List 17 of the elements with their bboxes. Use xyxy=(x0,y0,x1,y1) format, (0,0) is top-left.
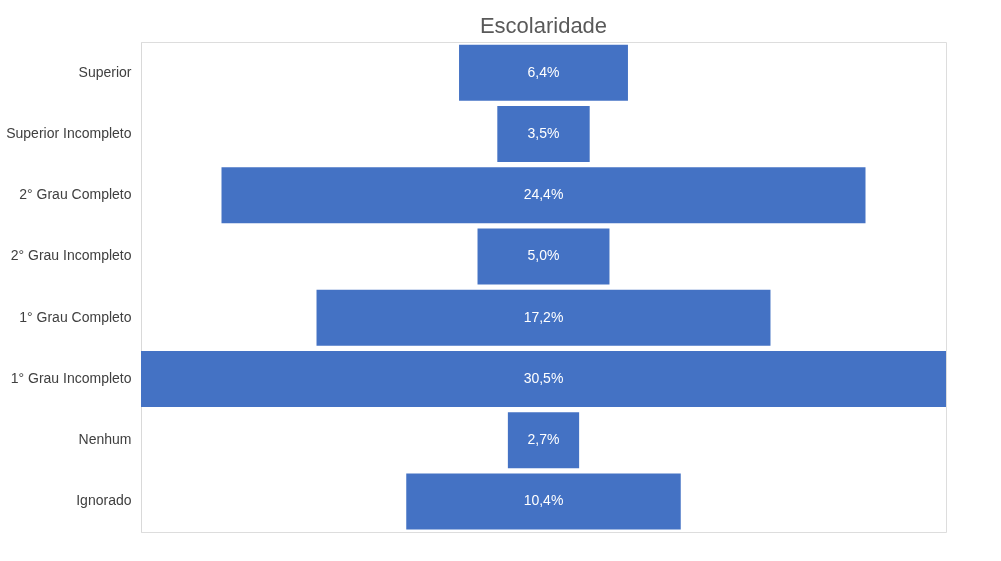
category-label: Superior xyxy=(78,63,132,80)
data-label: 2,7% xyxy=(527,431,560,448)
category-label: Ignorado xyxy=(76,492,132,509)
category-label: Nenhum xyxy=(78,431,132,448)
category-label: 2° Grau Completo xyxy=(19,186,132,203)
data-label: 3,5% xyxy=(527,124,560,141)
category-label: 1° Grau Incompleto xyxy=(10,369,132,386)
category-label: 1° Grau Completo xyxy=(19,308,132,325)
data-label: 5,0% xyxy=(527,247,560,264)
text: Escolaridade xyxy=(479,13,608,38)
data-label: 24,4% xyxy=(523,186,564,203)
category-label: 2° Grau Incompleto xyxy=(10,247,132,264)
category-label: Superior Incompleto xyxy=(6,124,132,141)
data-label: 6,4% xyxy=(527,63,560,80)
data-label: 17,2% xyxy=(523,308,564,325)
data-label: 10,4% xyxy=(523,492,564,509)
data-label: 30,5% xyxy=(523,369,564,386)
